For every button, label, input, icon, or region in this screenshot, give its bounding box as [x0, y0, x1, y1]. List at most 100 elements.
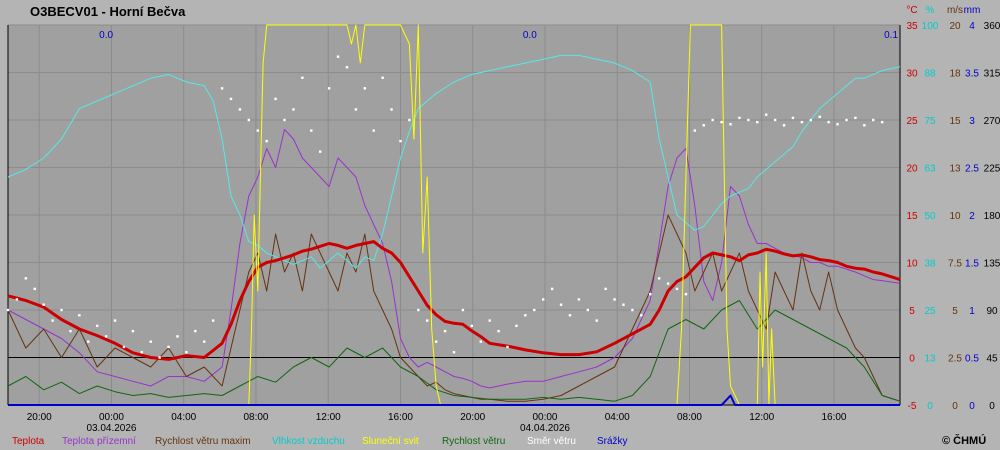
- wind-direction-point: [702, 124, 705, 127]
- y-tick-label: 135: [984, 259, 1000, 270]
- y-tick-label: 15: [906, 211, 918, 222]
- wind-direction-point: [479, 340, 482, 343]
- y-tick-label: 2.5: [965, 164, 979, 175]
- wind-direction-point: [550, 287, 554, 291]
- legend-item: Srážky: [597, 436, 628, 447]
- annotations: 0.0 0.0 0.1: [99, 30, 898, 41]
- wind-direction-point: [238, 108, 242, 111]
- wind-direction-point: [417, 308, 420, 312]
- wind-direction-point: [872, 118, 875, 122]
- y-tick-label: 50: [924, 211, 936, 222]
- y-tick-label: 3: [969, 116, 975, 127]
- wind-direction-point: [426, 319, 429, 322]
- wind-direction-point: [836, 123, 839, 126]
- x-date-label: 03.04.2026: [86, 423, 136, 434]
- wind-direction-point: [666, 282, 670, 285]
- legend-item: Vlhkost vzduchu: [272, 436, 345, 447]
- wind-direction-point: [104, 335, 108, 338]
- x-date-label: 04.04.2026: [520, 423, 570, 434]
- x-tick-label: 20:00: [27, 412, 52, 423]
- wind-direction-point: [292, 108, 295, 111]
- y-tick-label: 38: [924, 259, 936, 270]
- wind-direction-point: [640, 314, 643, 317]
- wind-direction-point: [595, 319, 598, 322]
- y-axis-unit: m/s: [947, 5, 963, 16]
- y-tick-label: 75: [924, 116, 936, 127]
- wind-direction-point: [577, 298, 581, 301]
- x-tick-label: 00:00: [99, 412, 124, 423]
- wind-direction-point: [622, 303, 625, 306]
- precip-sum-label: 0.0: [523, 30, 537, 41]
- wind-direction-point: [372, 129, 375, 132]
- y-tick-label: 0: [952, 401, 958, 412]
- wind-direction-point: [684, 292, 688, 296]
- wind-direction-point: [194, 329, 197, 333]
- wind-direction-point: [542, 298, 545, 301]
- wind-direction-point: [568, 314, 572, 317]
- y-tick-label: 4: [969, 21, 975, 32]
- wind-direction-point: [247, 118, 251, 122]
- wind-direction-point: [854, 116, 857, 120]
- y-axis-unit: °C: [906, 5, 917, 16]
- y-tick-label: 2: [969, 211, 975, 222]
- y-tick-label: 88: [924, 69, 936, 80]
- y-tick-label: 180: [984, 211, 1000, 222]
- y-tick-label: 0: [909, 354, 915, 365]
- wind-direction-point: [434, 340, 438, 343]
- x-tick-label: 12:00: [316, 412, 341, 423]
- wind-direction-point: [390, 108, 393, 111]
- wind-direction-point: [729, 123, 732, 126]
- y-tick-label: 15: [949, 116, 961, 127]
- wind-direction-point: [185, 351, 188, 354]
- wind-direction-point: [256, 129, 259, 132]
- x-tick-label: 20:00: [460, 412, 485, 423]
- y-tick-label: 2.5: [948, 354, 962, 365]
- legend-item: Sluneční svit: [362, 436, 419, 447]
- precip-sum-label: 0.1: [884, 30, 898, 41]
- wind-direction-point: [6, 308, 10, 312]
- x-tick-label: 08:00: [677, 412, 702, 423]
- wind-direction-point: [24, 277, 28, 280]
- wind-direction-point: [800, 120, 804, 124]
- wind-direction-point: [443, 329, 447, 333]
- wind-direction-point: [631, 308, 634, 312]
- y-tick-label: 100: [922, 21, 939, 32]
- wind-direction-point: [122, 345, 126, 349]
- wind-direction-point: [515, 324, 518, 328]
- wind-direction-point: [782, 124, 786, 127]
- wind-direction-point: [381, 76, 384, 79]
- legend: Teplota Teplota přízemní Rychlost větru ma…: [12, 436, 628, 447]
- y-axis-unit: %: [926, 5, 935, 16]
- wind-direction-point: [818, 115, 821, 119]
- y-axes: °C35302520151050-5%100887563503825130m/s…: [906, 5, 1000, 412]
- wind-direction-point: [559, 303, 563, 306]
- wind-direction-point: [506, 345, 509, 349]
- y-tick-label: 5: [952, 306, 958, 317]
- y-tick-label: 13: [924, 354, 936, 365]
- series-teplota-p-zemn-: [7, 129, 901, 389]
- wind-direction-point: [149, 340, 152, 343]
- y-tick-label: -5: [908, 401, 917, 412]
- wind-direction-point: [863, 124, 866, 127]
- copyright-text: © ČHMÚ: [942, 434, 986, 447]
- wind-direction-point: [756, 120, 759, 124]
- y-tick-label: 1.5: [965, 259, 979, 270]
- y-tick-label: 20: [906, 164, 918, 175]
- y-tick-label: 45: [986, 354, 998, 365]
- wind-direction-point: [60, 308, 63, 312]
- y-axis-unit: mm: [964, 5, 981, 16]
- wind-direction-point: [711, 118, 714, 122]
- y-tick-label: 30: [906, 69, 918, 80]
- wind-direction-point: [765, 113, 768, 116]
- y-tick-label: 90: [986, 306, 998, 317]
- wind-direction-point: [657, 277, 661, 280]
- wind-direction-point: [533, 308, 536, 312]
- y-tick-label: 13: [949, 164, 961, 175]
- y-tick-label: 25: [924, 306, 936, 317]
- wind-direction-point: [809, 118, 812, 122]
- wind-direction-point: [87, 340, 90, 343]
- wind-direction-point: [229, 97, 233, 101]
- y-tick-label: 20: [949, 21, 961, 32]
- x-tick-label: 12:00: [749, 412, 774, 423]
